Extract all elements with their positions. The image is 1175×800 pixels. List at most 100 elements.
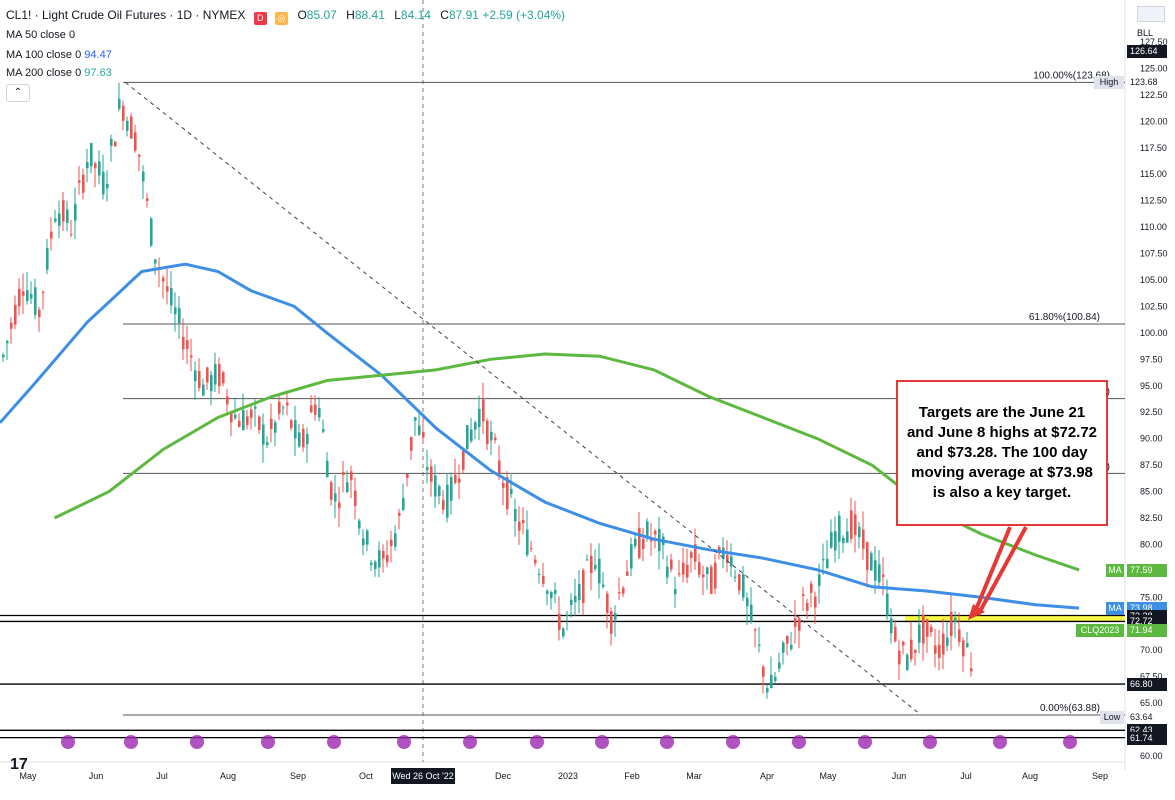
candle-body	[466, 425, 469, 450]
candle-body	[818, 574, 821, 586]
event-marker-icon	[61, 735, 75, 749]
candle-body	[134, 132, 137, 151]
candle-body	[594, 564, 597, 569]
ma200-legend[interactable]: MA 200 close 0 97.63	[6, 67, 112, 79]
candle-body	[638, 527, 641, 558]
change-value: +2.59 (+3.04%)	[482, 8, 566, 22]
candle-body	[486, 420, 489, 445]
candle-body	[110, 138, 113, 146]
ma100-legend[interactable]: MA 100 close 0 94.47	[6, 49, 112, 61]
y-tick-label: 90.00	[1140, 434, 1163, 444]
candle-body	[410, 437, 413, 451]
x-tick-label: Dec	[495, 771, 512, 781]
candle-body	[378, 550, 381, 568]
candle-body	[234, 414, 237, 419]
candle-body	[30, 294, 33, 299]
candle-body	[622, 587, 625, 594]
y-tick-label: 102.50	[1140, 301, 1168, 311]
candle-body	[946, 637, 949, 646]
high-label: H	[346, 8, 355, 22]
candle-body	[514, 509, 517, 522]
arrowhead	[968, 604, 985, 620]
candle-body	[578, 583, 581, 601]
event-marker-icon	[261, 735, 275, 749]
candle-body	[154, 259, 157, 264]
chart-header: CL1! · Light Crude Oil Futures · 1D · NY…	[6, 8, 565, 25]
candle-body	[502, 483, 505, 488]
price-tag-ma: MA	[1106, 602, 1124, 616]
candle-body	[610, 611, 613, 634]
currency-selector[interactable]: BLL	[1137, 6, 1169, 38]
candle-body	[954, 617, 957, 623]
symbol-title[interactable]: CL1! · Light Crude Oil Futures · 1D · NY…	[6, 8, 246, 22]
candle-body	[870, 553, 873, 571]
candle-body	[802, 594, 805, 596]
high-value: 88.41	[354, 8, 385, 22]
candle-body	[58, 213, 61, 226]
downtrend-line	[125, 82, 922, 716]
eye-icon[interactable]: ◎	[275, 12, 289, 25]
candle-body	[554, 589, 557, 594]
candle-body	[618, 592, 621, 594]
candle-body	[582, 569, 585, 603]
candle-body	[370, 562, 373, 565]
candle-body	[34, 287, 37, 315]
y-tick-label: 92.50	[1140, 407, 1163, 417]
candle-body	[750, 604, 753, 622]
ma100-label: MA 100 close 0	[6, 49, 82, 61]
annotation-box[interactable]: Targets are the June 21 and June 8 highs…	[896, 380, 1108, 526]
collapse-legend-button[interactable]: ⌃	[6, 84, 30, 102]
candle-body	[122, 105, 125, 121]
candle-body	[962, 640, 965, 657]
y-tick-label: 122.50	[1140, 90, 1168, 100]
candle-body	[794, 618, 797, 627]
candle-body	[246, 416, 249, 425]
fib-61.8-label: 61.80%(100.84)	[1029, 312, 1100, 323]
candle-body	[150, 218, 153, 246]
y-tick-label: 80.00	[1140, 539, 1163, 549]
candle-body	[322, 429, 325, 432]
candle-body	[770, 674, 773, 689]
candle-body	[326, 460, 329, 478]
candle-body	[510, 488, 513, 495]
open-label: O	[297, 8, 307, 22]
candle-body	[826, 558, 829, 569]
candle-body	[758, 644, 761, 646]
x-tick-label: Sep	[290, 771, 306, 781]
price-badge-66.80: 66.80	[1127, 678, 1167, 692]
candle-body	[50, 231, 53, 239]
candle-body	[454, 474, 457, 483]
price-badge-126.64: 126.64	[1127, 45, 1167, 59]
candle-body	[890, 618, 893, 634]
event-marker-icon	[595, 735, 609, 749]
candle-body	[922, 614, 925, 644]
candle-body	[530, 548, 533, 550]
ma200-label: MA 200 close 0	[6, 67, 82, 79]
ma100-value: 94.47	[84, 49, 112, 61]
ma50-legend[interactable]: MA 50 close 0	[6, 29, 75, 41]
candle-body	[438, 486, 441, 496]
candle-body	[746, 597, 749, 607]
candle-body	[542, 575, 545, 584]
candle-body	[694, 544, 697, 562]
candle-body	[86, 162, 89, 169]
low-value: 84.14	[400, 8, 431, 22]
x-tick-label: Mar	[686, 771, 702, 781]
candle-body	[918, 624, 921, 643]
candle-body	[6, 341, 9, 344]
candle-body	[850, 510, 853, 539]
candle-body	[566, 614, 569, 616]
tradingview-logo[interactable]: 17	[10, 756, 28, 773]
x-tick-label: Oct	[359, 771, 374, 781]
price-tag-ma: MA	[1106, 563, 1124, 577]
candle-body	[786, 635, 789, 644]
candle-body	[894, 626, 897, 642]
x-tick-label: Sep	[1092, 771, 1108, 781]
d-icon[interactable]: D	[253, 12, 267, 25]
candle-body	[398, 512, 401, 516]
candle-body	[714, 562, 717, 589]
candle-body	[414, 417, 417, 421]
y-tick-label: 107.50	[1140, 249, 1168, 259]
candle-body	[450, 476, 453, 501]
